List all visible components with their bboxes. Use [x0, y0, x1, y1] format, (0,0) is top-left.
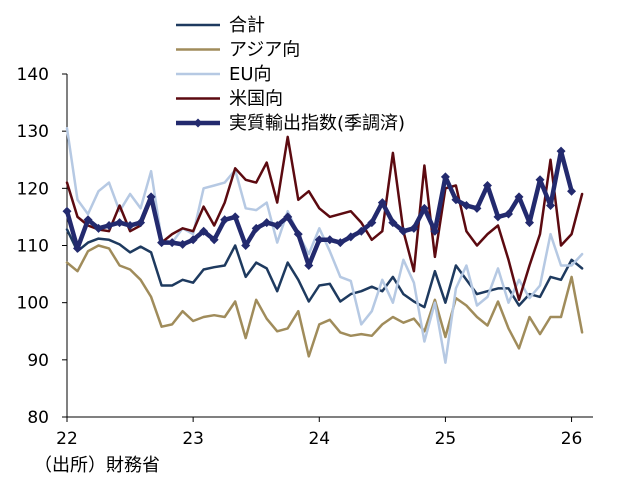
series-marker — [356, 226, 366, 236]
legend-marker — [193, 118, 203, 128]
series-marker — [525, 218, 535, 228]
series-marker — [209, 235, 219, 245]
series-marker — [220, 215, 230, 225]
series-marker — [293, 229, 303, 239]
series-marker — [178, 239, 188, 249]
y-tick-label: 80 — [27, 408, 49, 428]
series-marker — [472, 203, 482, 213]
series-marker — [503, 209, 513, 219]
series-marker — [199, 226, 209, 236]
y-tick-label: 140 — [17, 65, 49, 85]
legend-label: EU向 — [229, 64, 272, 85]
legend-label: 米国向 — [229, 89, 283, 110]
series-marker — [314, 235, 324, 245]
series-marker — [94, 223, 104, 233]
x-tick-label: 22 — [56, 429, 78, 449]
series-marker — [419, 203, 429, 213]
series-marker — [262, 218, 272, 228]
series-marker — [73, 243, 83, 253]
series-marker — [241, 241, 251, 250]
series-marker — [567, 186, 577, 196]
series-marker — [377, 198, 387, 208]
series-marker — [325, 235, 335, 245]
series-marker — [451, 195, 461, 205]
series-marker — [125, 220, 135, 230]
series-marker — [188, 235, 198, 245]
y-axis-ticks: 80 90 100 110 120 130 140 — [17, 65, 49, 428]
y-tick-label: 110 — [17, 237, 49, 257]
series-marker — [272, 220, 282, 230]
series-marker — [367, 218, 377, 228]
series-marker — [346, 232, 356, 242]
legend-label: アジア向 — [229, 40, 300, 61]
series-marker — [430, 226, 440, 236]
series-marker — [83, 215, 93, 225]
y-tick-label: 130 — [17, 122, 49, 142]
series-marker — [546, 200, 556, 210]
series-marker — [304, 261, 314, 271]
y-tick-label: 120 — [17, 179, 49, 199]
series-marker — [440, 172, 450, 182]
source-note: （出所）財務省 — [34, 455, 160, 476]
x-tick-label: 23 — [182, 429, 204, 449]
x-tick-label: 24 — [308, 429, 330, 449]
series-marker — [104, 220, 114, 230]
series-line-1 — [65, 244, 584, 358]
series-marker — [115, 218, 125, 228]
series-marker — [556, 146, 566, 156]
y-tick-label: 90 — [27, 351, 49, 371]
series-marker — [157, 238, 167, 248]
series-marker — [146, 192, 156, 202]
series-layer — [62, 127, 584, 364]
series-marker — [283, 212, 293, 222]
series-marker — [461, 200, 471, 210]
series-marker — [335, 238, 345, 248]
series-marker — [136, 218, 146, 228]
series-marker — [493, 212, 503, 222]
series-marker — [167, 238, 177, 248]
series-line-0 — [65, 228, 584, 309]
series-marker — [482, 180, 492, 190]
series-marker — [251, 223, 261, 233]
series-marker — [514, 192, 524, 202]
x-tick-label: 25 — [435, 429, 457, 449]
x-axis-ticks: 22 23 24 25 26 — [56, 417, 582, 449]
series-marker — [398, 226, 408, 236]
series-marker — [230, 212, 240, 222]
legend-label: 合計 — [229, 15, 265, 36]
series-marker — [388, 218, 398, 228]
legend-label: 実質輸出指数(季調済) — [229, 113, 405, 134]
series-marker — [62, 206, 72, 216]
series-marker — [535, 175, 545, 185]
y-tick-label: 100 — [17, 294, 49, 314]
x-tick-label: 26 — [561, 429, 583, 449]
series-marker — [409, 223, 419, 233]
